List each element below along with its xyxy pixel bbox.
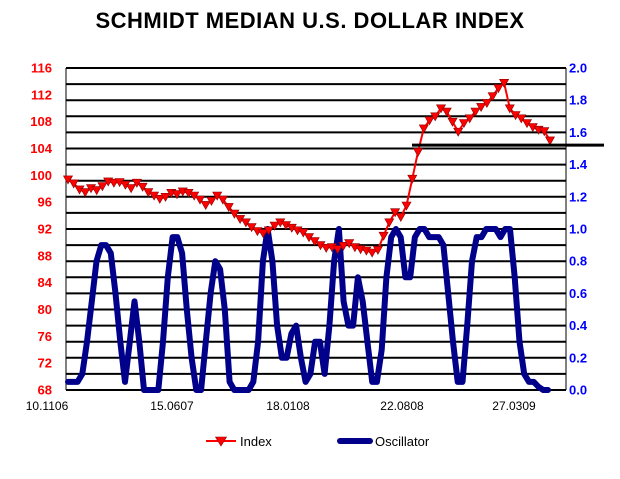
left-tick-label: 100 (30, 168, 52, 183)
legend-index-swatch-marker (214, 436, 228, 447)
index-marker (154, 195, 165, 204)
index-marker (269, 221, 280, 231)
index-marker (68, 179, 79, 189)
index-marker (321, 244, 332, 253)
gridlines (66, 67, 566, 391)
index-marker (378, 231, 389, 241)
index-marker (137, 182, 148, 192)
index-marker (160, 193, 171, 202)
index-marker (453, 127, 464, 137)
left-axis-ticks: 68 72 76 80 84 88 92 96 100 104 108 112 116 (30, 61, 52, 398)
oscillator-series (65, 226, 551, 393)
left-tick-label: 84 (38, 275, 53, 290)
index-marker (298, 228, 309, 238)
left-tick-label: 112 (31, 87, 52, 102)
index-marker (332, 245, 343, 255)
left-tick-label: 72 (38, 356, 52, 371)
x-tick-label: 22.0808 (380, 399, 424, 413)
index-marker (395, 213, 406, 223)
legend-oscillator-label: Oscillator (375, 434, 430, 449)
right-tick-label: 1.6 (569, 125, 587, 140)
right-tick-label: 2.0 (569, 61, 587, 76)
index-marker (263, 226, 274, 236)
index-marker (126, 184, 137, 194)
index-marker (223, 203, 234, 213)
x-tick-label: 18.0108 (266, 399, 310, 413)
right-tick-label: 0.2 (569, 350, 587, 365)
right-tick-label: 0.0 (569, 383, 587, 398)
index-marker (464, 114, 475, 124)
right-tick-label: 1.4 (569, 157, 588, 172)
index-marker (206, 197, 217, 206)
index-marker (412, 148, 424, 158)
index-marker (481, 99, 492, 109)
index-marker (544, 136, 556, 146)
index-marker (97, 182, 108, 192)
index-marker (516, 114, 527, 124)
left-tick-label: 68 (38, 383, 52, 398)
x-tick-label: 15.0607 (150, 399, 194, 413)
index-marker (499, 79, 510, 88)
index-marker (108, 178, 119, 188)
oscillator-line (65, 226, 551, 393)
right-axis-ticks: 0.0 0.2 0.4 0.6 0.8 1.0 1.2 1.4 1.6 1.8 2.0 (569, 61, 588, 398)
index-marker (430, 112, 441, 122)
right-tick-label: 0.4 (569, 318, 588, 333)
legend: Index Oscillator (206, 434, 430, 449)
index-marker (458, 119, 469, 129)
index-marker (407, 174, 418, 184)
x-tick-label: 10.1106 (26, 399, 69, 413)
index-marker (539, 127, 550, 137)
index-marker (171, 190, 183, 200)
index-marker (384, 218, 395, 228)
left-tick-label: 80 (38, 302, 52, 317)
right-tick-label: 1.0 (569, 222, 587, 237)
left-tick-label: 104 (30, 141, 52, 156)
index-marker (390, 208, 401, 218)
index-marker (200, 201, 211, 211)
legend-index-label: Index (240, 434, 272, 449)
index-marker (418, 124, 429, 134)
index-marker (240, 218, 251, 228)
index-marker (447, 117, 458, 127)
index-marker (372, 246, 383, 255)
left-tick-label: 108 (30, 114, 52, 129)
index-marker (194, 195, 206, 205)
left-tick-label: 92 (38, 222, 52, 237)
index-marker (493, 84, 504, 94)
index-marker (504, 104, 515, 114)
index-marker (441, 107, 452, 117)
index-marker (80, 188, 91, 198)
index-marker (424, 116, 435, 126)
index-marker (487, 92, 498, 102)
x-axis-ticks: 10.1106 15.0607 18.0108 22.0808 27.0309 (26, 399, 536, 413)
index-marker (217, 195, 228, 205)
index-series (62, 79, 556, 258)
right-tick-label: 0.8 (569, 254, 587, 269)
index-marker (338, 242, 349, 251)
left-tick-label: 96 (38, 195, 52, 210)
index-marker (401, 201, 412, 211)
right-tick-label: 0.6 (569, 286, 587, 301)
right-tick-label: 1.2 (569, 189, 587, 204)
left-tick-label: 76 (38, 329, 52, 344)
left-tick-label: 88 (38, 248, 52, 263)
x-tick-label: 27.0309 (492, 399, 536, 413)
index-marker (470, 107, 481, 117)
left-tick-label: 116 (31, 61, 52, 76)
index-marker (476, 103, 487, 113)
index-marker (367, 248, 378, 258)
chart-title: SCHMIDT MEDIAN U.S. DOLLAR INDEX (95, 8, 525, 33)
index-marker (91, 186, 102, 196)
index-marker (258, 229, 269, 239)
index-marker (229, 209, 240, 219)
right-tick-label: 1.8 (569, 93, 587, 108)
